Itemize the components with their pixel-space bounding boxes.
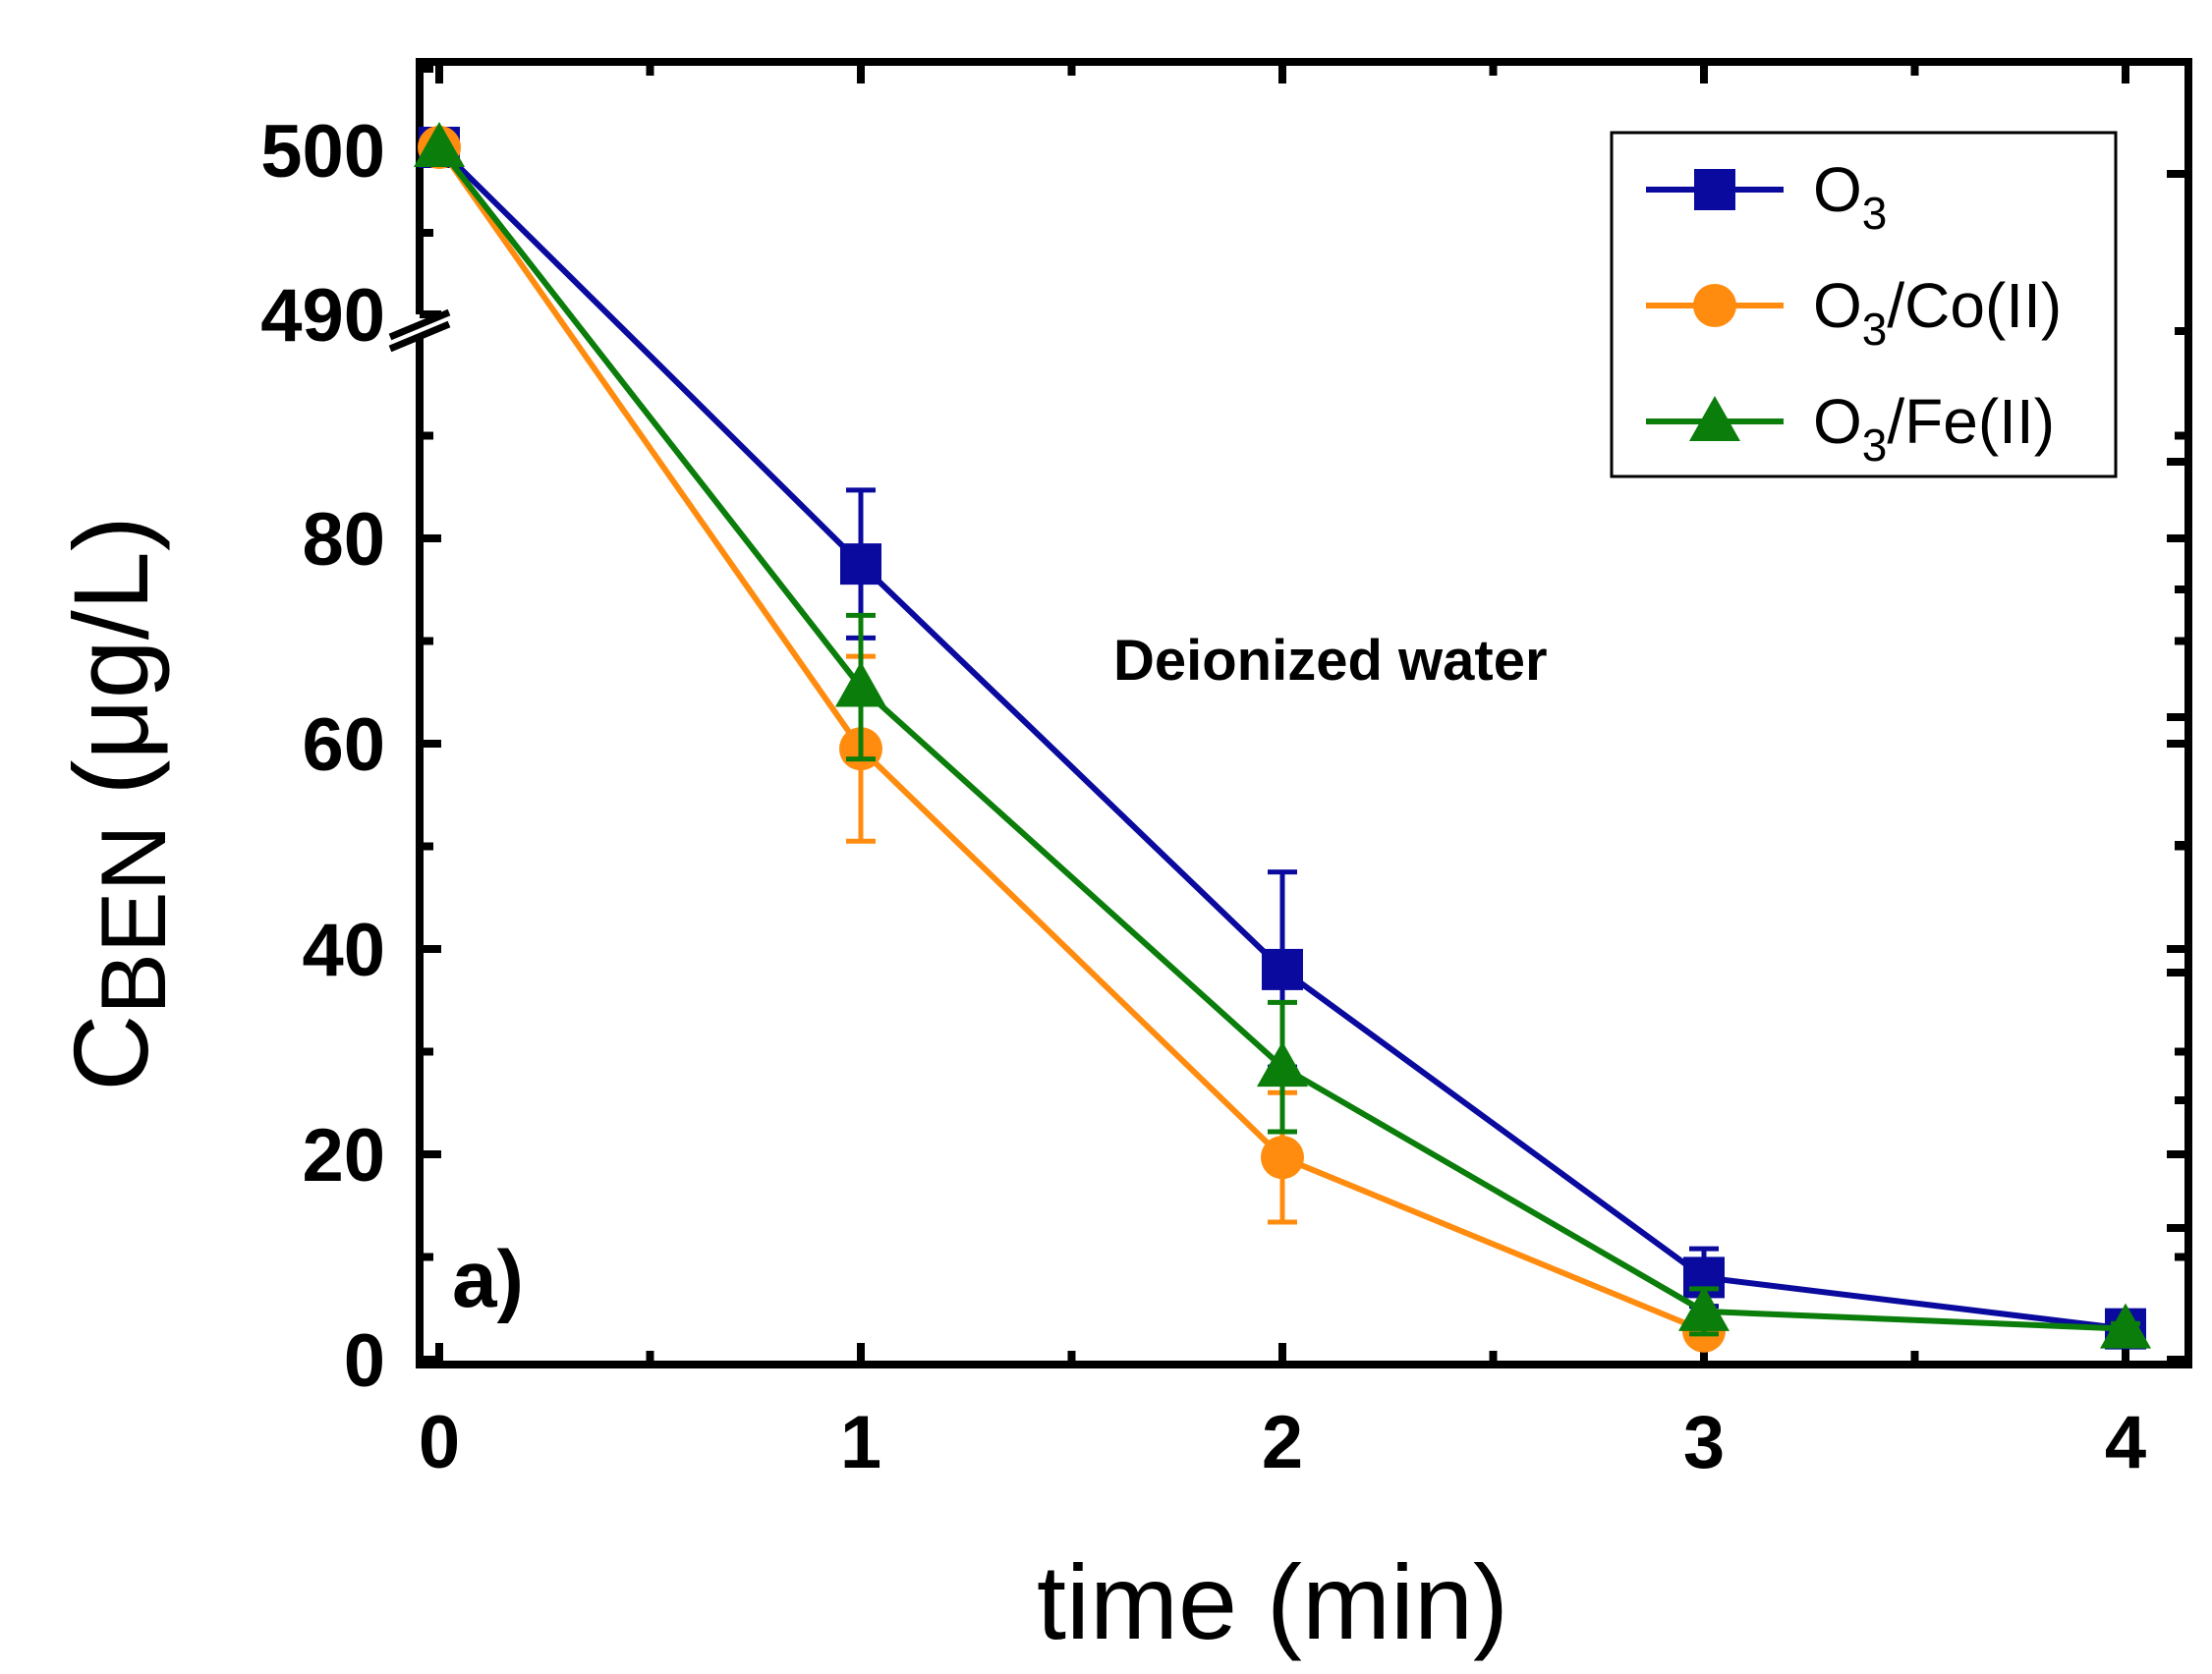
y-tick-label: 20 [302,1114,385,1198]
y-tick-label: 80 [302,498,385,582]
series-o3-fe-ii- [414,122,2151,1349]
y-tick-label: 500 [260,110,385,194]
x-tick-label: 2 [1262,1401,1303,1484]
x-tick-label: 4 [2105,1401,2146,1484]
data-point [835,661,886,707]
y-tick-label: 490 [260,274,385,358]
series-layer [414,122,2151,1353]
x-tick-label: 1 [840,1401,881,1484]
data-point [1261,1136,1304,1180]
y-tick-label: 60 [302,703,385,787]
y-axis-ticks: 0 20 40 60 80 490 500 [260,65,2188,1403]
y-axis-title-subscript: BEN [82,825,185,1015]
data-point [1678,1285,1730,1331]
x-axis-title: time (min) [1037,1542,1508,1661]
series-o3-co-ii- [418,126,1726,1353]
legend-label: O3 [1813,154,1887,239]
annotation-deionized-water: Deionized water [1113,629,1548,693]
break-slash [388,320,451,353]
y-axis-title-main: C [51,1015,170,1091]
data-point [414,122,465,167]
data-point [2100,1303,2151,1349]
legend: O3 O3/Co(II) O3/Fe(II) [1610,131,2118,478]
data-point [1257,1041,1308,1088]
data-point [1262,948,1303,990]
y-axis-title: CBEN (μg/L) [51,516,185,1091]
legend-marker [1693,284,1736,327]
legend-marker [1689,396,1740,441]
legend-marker [1694,169,1735,210]
data-point [840,543,881,586]
legend-label: O3/Co(II) [1813,270,2062,355]
y-tick-label: 40 [302,909,385,992]
y-tick-label: 0 [344,1319,385,1403]
series-line [436,145,1706,1334]
x-tick-label: 0 [419,1401,460,1484]
panel-label: a) [452,1235,524,1324]
y-axis-title-unit: (μg/L) [51,516,170,824]
legend-label: O3/Fe(II) [1813,386,2055,471]
x-tick-label: 3 [1683,1401,1725,1484]
